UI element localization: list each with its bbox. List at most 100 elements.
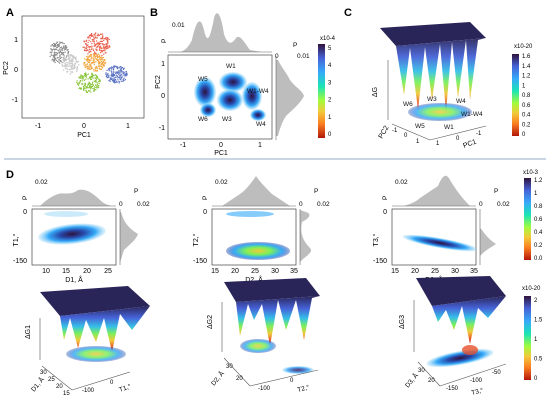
cluster-2-point [107, 38, 109, 40]
cluster-4-point [83, 89, 85, 91]
cluster-1-point [77, 60, 79, 62]
cluster-5-point [117, 80, 119, 82]
panel-c-xtick-3: -1 [476, 131, 482, 137]
cluster-0-point [57, 57, 59, 59]
cluster-5-point [119, 78, 122, 81]
cluster-2-point [93, 33, 95, 35]
panel-c-colorbar-exponent: x10-20 [514, 44, 533, 50]
cluster-3-point [97, 59, 99, 61]
cluster-5-point [120, 66, 122, 68]
d1-ytick-1: 0 [23, 209, 27, 216]
density-w3 [217, 89, 243, 111]
cluster-1-point [65, 59, 67, 61]
cluster-0-point [51, 54, 53, 57]
cluster-1-point [71, 71, 73, 73]
cluster-1-point [62, 59, 64, 61]
cluster-4-point [92, 74, 94, 76]
cluster-1-point [68, 60, 70, 62]
cluster-4-point [91, 73, 94, 75]
cluster-0-point [54, 45, 56, 48]
cluster-0-point [49, 55, 51, 58]
cluster-5-point [115, 65, 117, 67]
cluster-2-point [94, 45, 96, 47]
cluster-3-point [102, 61, 105, 63]
panel-b-xtick-2: 0 [219, 142, 223, 149]
cluster-0-point [51, 50, 53, 52]
cluster-1-point [71, 65, 73, 68]
panel-c-colorbar-tick-6: 0.4 [522, 113, 531, 119]
cluster-1-point [76, 69, 78, 71]
cluster-0-point [59, 60, 62, 62]
cluster-2-point [90, 51, 92, 53]
cluster-4-point [95, 78, 97, 81]
panel-b-colorbar-exponent: x10-4 [320, 36, 336, 42]
cluster-4-point [94, 79, 96, 82]
cluster-0-point [55, 58, 57, 60]
cluster-3-point [86, 68, 88, 70]
cluster-3-point [101, 66, 104, 68]
cluster-0-point [57, 45, 59, 47]
cluster-2-point [87, 37, 89, 39]
cluster-0-point [59, 54, 61, 56]
cluster-1-point [76, 68, 78, 70]
cluster-2-point [102, 38, 104, 40]
cluster-5-point [108, 76, 110, 78]
panel-c-colorbar-tick-1: 1.4 [522, 64, 531, 70]
cluster-3-point [99, 54, 101, 56]
cluster-4-point [81, 75, 83, 77]
cluster-2-point [97, 33, 99, 35]
s2-xtick-2: 20 [236, 376, 243, 382]
panel-c-colorbar-tick-5: 0.6 [522, 103, 531, 109]
cluster-4-point [91, 76, 93, 78]
cluster-3-point [96, 54, 98, 56]
cluster-0-point [54, 53, 56, 55]
cluster-5-point [115, 72, 117, 74]
cluster-2-point [106, 44, 108, 46]
cluster-3-point [102, 63, 104, 65]
cluster-1-point [63, 69, 65, 71]
cluster-4-point [94, 81, 96, 83]
cluster-4-point [79, 77, 81, 79]
cluster-3-point [101, 59, 103, 61]
cluster-2-point [96, 42, 98, 45]
cluster-2-point [96, 48, 98, 51]
cluster-4-point [90, 86, 92, 88]
cluster-2-point [97, 45, 99, 47]
s1-xtick-3: 20 [56, 384, 63, 390]
cluster-3-point [93, 59, 95, 61]
cluster-0-point [53, 45, 55, 47]
cluster-1-point [70, 71, 72, 73]
cluster-3-point [93, 55, 95, 57]
cluster-0-point [56, 47, 58, 49]
cluster-0-point [66, 49, 68, 51]
cluster-2-point [93, 42, 96, 44]
panel-b-ytick-1: 1 [161, 61, 165, 68]
panel-c-colorbar [512, 54, 519, 136]
cluster-1-point [71, 63, 73, 66]
density-w4 [250, 109, 266, 121]
cluster-0-point [59, 57, 61, 59]
cluster-4-point [92, 81, 94, 83]
d3-density [402, 234, 478, 252]
cluster-1-point [65, 67, 67, 70]
cluster-3-point [86, 65, 88, 67]
cluster-2-point [88, 36, 90, 38]
cluster-0-point [58, 46, 60, 48]
cluster-4-point [98, 82, 100, 84]
cluster-1-point [76, 61, 78, 64]
cluster-3-point [91, 62, 93, 64]
cluster-3-point [99, 57, 101, 59]
d1-xtick-3: 20 [83, 268, 91, 275]
cluster-1-point [72, 58, 74, 60]
cluster-0-point [57, 49, 59, 51]
cluster-2-point [99, 49, 101, 51]
cluster-2-point [102, 35, 104, 37]
cluster-2-point [85, 40, 87, 43]
cluster-2-point [101, 37, 103, 40]
cluster-5-point [111, 66, 114, 69]
cluster-2-point [103, 39, 105, 42]
cluster-1-point [74, 63, 76, 65]
cluster-2-point [105, 52, 107, 54]
cluster-4-point [76, 81, 78, 84]
cluster-1-point [70, 54, 72, 56]
